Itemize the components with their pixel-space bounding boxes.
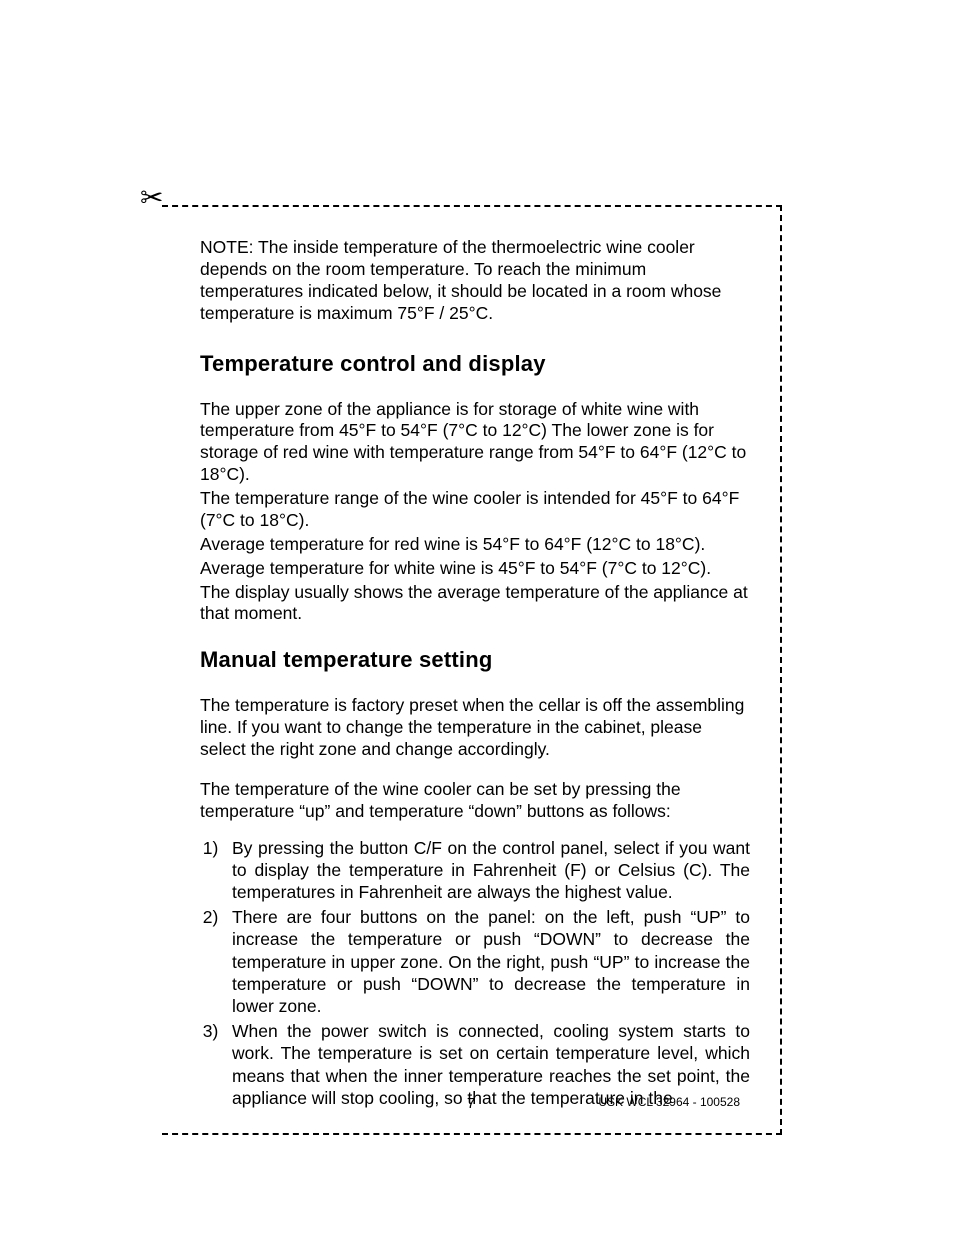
scissors-icon: ✂ bbox=[140, 184, 163, 212]
heading-temperature-control: Temperature control and display bbox=[200, 351, 750, 377]
document-code: USK WCL 32964 - 100528 bbox=[598, 1095, 740, 1109]
body-paragraph: The upper zone of the appliance is for s… bbox=[200, 399, 750, 487]
heading-manual-temperature: Manual temperature setting bbox=[200, 647, 750, 673]
step-item: There are four buttons on the panel: on … bbox=[228, 906, 750, 1018]
body-paragraph: Average temperature for red wine is 54°F… bbox=[200, 534, 750, 556]
page-number: 7 bbox=[467, 1095, 475, 1112]
step-item: By pressing the button C/F on the contro… bbox=[228, 837, 750, 904]
page-footer: 7 USK WCL 32964 - 100528 bbox=[162, 1095, 780, 1115]
body-paragraph: Average temperature for white wine is 45… bbox=[200, 558, 750, 580]
steps-intro: The temperature of the wine cooler can b… bbox=[200, 779, 750, 823]
note-text: NOTE: The inside temperature of the ther… bbox=[200, 237, 750, 325]
body-paragraph: The display usually shows the average te… bbox=[200, 582, 750, 626]
section-body-temperature-control: The upper zone of the appliance is for s… bbox=[200, 399, 750, 626]
body-paragraph: The temperature of the wine cooler can b… bbox=[200, 779, 750, 823]
section-body-manual-temperature: The temperature is factory preset when t… bbox=[200, 695, 750, 761]
body-paragraph: The temperature range of the wine cooler… bbox=[200, 488, 750, 532]
body-paragraph: The temperature is factory preset when t… bbox=[200, 695, 750, 761]
steps-list: By pressing the button C/F on the contro… bbox=[200, 837, 750, 1110]
page-frame: NOTE: The inside temperature of the ther… bbox=[162, 205, 782, 1135]
